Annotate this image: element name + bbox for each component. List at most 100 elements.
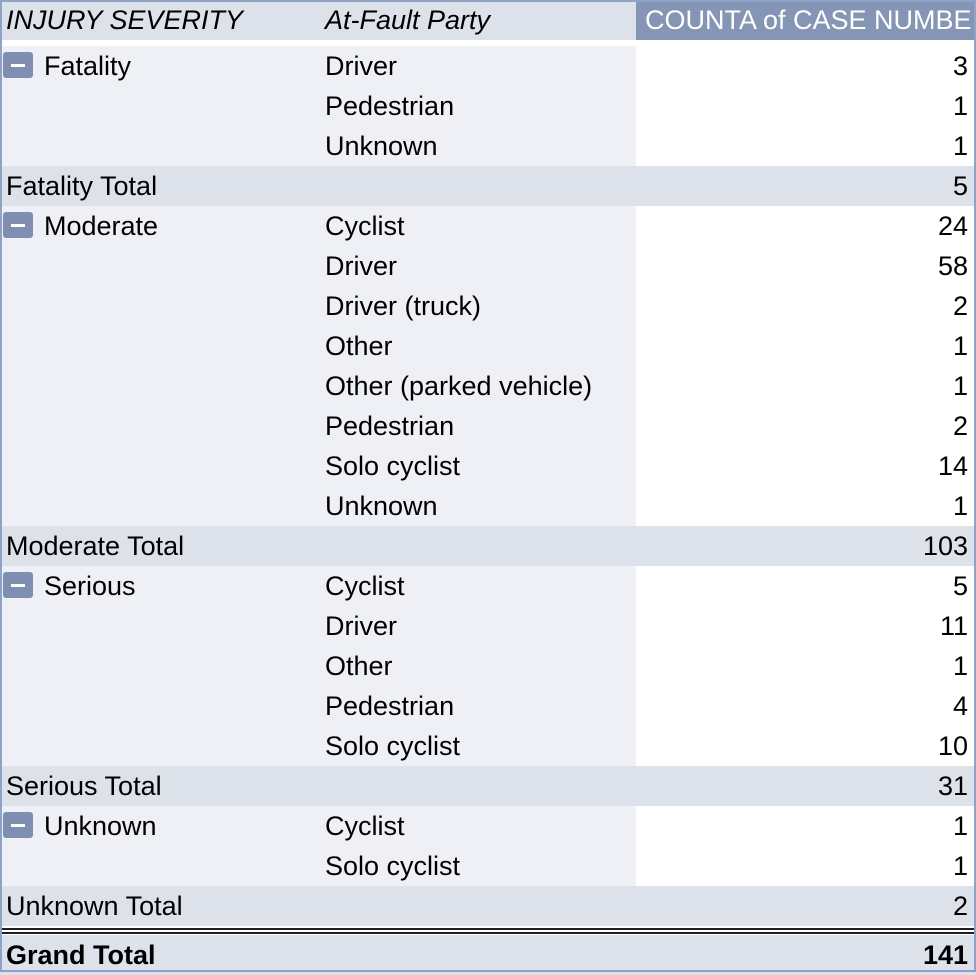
table-row: Driver 11 [0,606,976,646]
at-fault-party-cell[interactable]: Other [316,326,636,366]
at-fault-party-cell[interactable]: Other [316,646,636,686]
row-label-cell [0,726,316,766]
count-cell[interactable]: 4 [636,686,976,726]
grand-total-row: Grand Total 141 [0,935,976,975]
subtotal-row: Unknown Total 2 [0,886,976,926]
row-label-cell [0,366,316,406]
table-row: Unknown 1 [0,126,976,166]
subtotal-value[interactable]: 2 [636,886,976,926]
table-row: Other 1 [0,646,976,686]
row-label-cell [0,406,316,446]
row-label-cell [0,486,316,526]
count-cell[interactable]: 1 [636,646,976,686]
count-cell[interactable]: 2 [636,286,976,326]
at-fault-party-cell[interactable]: Driver (truck) [316,286,636,326]
count-cell[interactable]: 11 [636,606,976,646]
row-label-cell: Fatality [0,46,316,86]
table-row: Fatality Driver 3 [0,46,976,86]
table-row: Solo cyclist 14 [0,446,976,486]
header-at-fault-party[interactable]: At-Fault Party [316,0,636,40]
table-row: Unknown Cyclist 1 [0,806,976,846]
row-label-cell: Moderate [0,206,316,246]
header-row: INJURY SEVERITY At-Fault Party COUNTA of… [0,0,976,40]
subtotal-label[interactable]: Fatality Total [0,166,636,206]
count-cell[interactable]: 1 [636,846,976,886]
count-cell[interactable]: 14 [636,446,976,486]
at-fault-party-cell[interactable]: Pedestrian [316,406,636,446]
at-fault-party-cell[interactable]: Cyclist [316,206,636,246]
table-row: Unknown 1 [0,486,976,526]
row-label-cell [0,686,316,726]
minus-collapse-icon[interactable] [3,572,33,598]
group-label: Moderate [44,211,159,241]
grand-total-label[interactable]: Grand Total [0,935,636,975]
subtotal-label[interactable]: Serious Total [0,766,636,806]
count-cell[interactable]: 10 [636,726,976,766]
table-row: Driver (truck) 2 [0,286,976,326]
subtotal-row: Moderate Total 103 [0,526,976,566]
table-row: Other (parked vehicle) 1 [0,366,976,406]
count-cell[interactable]: 5 [636,566,976,606]
count-cell[interactable]: 1 [636,486,976,526]
at-fault-party-cell[interactable]: Cyclist [316,806,636,846]
row-label-cell [0,326,316,366]
minus-collapse-icon[interactable] [3,212,33,238]
table-row: Pedestrian 2 [0,406,976,446]
subtotal-label[interactable]: Moderate Total [0,526,636,566]
grand-total-divider [0,928,976,930]
subtotal-row: Serious Total 31 [0,766,976,806]
row-label-cell: Unknown [0,806,316,846]
at-fault-party-cell[interactable]: Solo cyclist [316,446,636,486]
header-counta-case-number[interactable]: COUNTA of CASE NUMBE [636,0,976,40]
at-fault-party-cell[interactable]: Solo cyclist [316,846,636,886]
at-fault-party-cell[interactable]: Pedestrian [316,686,636,726]
row-label-cell: Serious [0,566,316,606]
at-fault-party-cell[interactable]: Unknown [316,126,636,166]
table-row: Moderate Cyclist 24 [0,206,976,246]
row-label-cell [0,86,316,126]
count-cell[interactable]: 3 [636,46,976,86]
subtotal-value[interactable]: 5 [636,166,976,206]
count-cell[interactable]: 58 [636,246,976,286]
grand-total-value[interactable]: 141 [636,935,976,975]
table-row: Solo cyclist 10 [0,726,976,766]
row-label-cell [0,446,316,486]
table-row: Driver 58 [0,246,976,286]
table-row: Pedestrian 1 [0,86,976,126]
at-fault-party-cell[interactable]: Driver [316,606,636,646]
count-cell[interactable]: 1 [636,366,976,406]
table-row: Solo cyclist 1 [0,846,976,886]
count-cell[interactable]: 1 [636,126,976,166]
subtotal-value[interactable]: 103 [636,526,976,566]
grand-total-divider [0,932,976,934]
at-fault-party-cell[interactable]: Driver [316,46,636,86]
row-label-cell [0,606,316,646]
header-injury-severity[interactable]: INJURY SEVERITY [0,0,316,40]
minus-collapse-icon[interactable] [3,52,33,78]
table-row: Other 1 [0,326,976,366]
at-fault-party-cell[interactable]: Solo cyclist [316,726,636,766]
subtotal-label[interactable]: Unknown Total [0,886,636,926]
table-row: Serious Cyclist 5 [0,566,976,606]
subtotal-row: Fatality Total 5 [0,166,976,206]
at-fault-party-cell[interactable]: Driver [316,246,636,286]
count-cell[interactable]: 24 [636,206,976,246]
minus-collapse-icon[interactable] [3,812,33,838]
at-fault-party-cell[interactable]: Unknown [316,486,636,526]
group-label: Serious [44,571,136,601]
group-label: Fatality [44,51,132,81]
subtotal-value[interactable]: 31 [636,766,976,806]
row-label-cell [0,646,316,686]
at-fault-party-cell[interactable]: Other (parked vehicle) [316,366,636,406]
row-label-cell [0,846,316,886]
at-fault-party-cell[interactable]: Cyclist [316,566,636,606]
count-cell[interactable]: 2 [636,406,976,446]
count-cell[interactable]: 1 [636,86,976,126]
count-cell[interactable]: 1 [636,326,976,366]
count-cell[interactable]: 1 [636,806,976,846]
group-label: Unknown [44,811,157,841]
at-fault-party-cell[interactable]: Pedestrian [316,86,636,126]
row-label-cell [0,246,316,286]
table-row: Pedestrian 4 [0,686,976,726]
